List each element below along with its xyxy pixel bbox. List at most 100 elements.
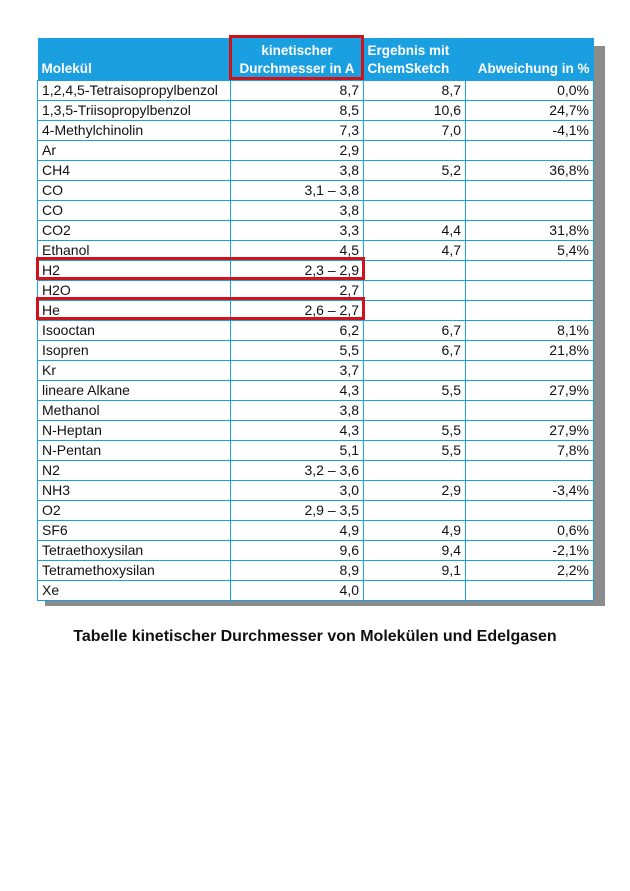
header-line: Ergebnis mit xyxy=(367,43,450,58)
cell-molecule: CO xyxy=(37,180,231,201)
cell-molecule: N-Pentan xyxy=(37,440,231,461)
header-row: Molekül kinetischer Durchmesser in A Erge… xyxy=(37,38,594,81)
cell-deviation: 0,6% xyxy=(465,520,594,541)
cell-kinetic-diameter: 3,3 xyxy=(230,220,364,241)
table-row: Ar 2,9 xyxy=(37,140,594,161)
cell-deviation xyxy=(465,360,594,381)
header-line: ChemSketch xyxy=(367,61,450,76)
cell-molecule: 4-Methylchinolin xyxy=(37,120,231,141)
cell-molecule: Xe xyxy=(37,580,231,601)
cell-molecule: CO xyxy=(37,200,231,221)
cell-chemsketch: 10,6 xyxy=(363,100,466,121)
cell-kinetic-diameter: 5,1 xyxy=(230,440,364,461)
cell-deviation xyxy=(465,200,594,221)
cell-kinetic-diameter: 3,0 xyxy=(230,480,364,501)
cell-deviation: 27,9% xyxy=(465,380,594,401)
cell-deviation xyxy=(465,580,594,601)
table-row: 1,2,4,5-Tetraisopropylbenzol 8,7 8,7 0,0% xyxy=(37,80,594,101)
header-line: Durchmesser in A xyxy=(239,61,355,76)
cell-kinetic-diameter: 3,7 xyxy=(230,360,364,381)
cell-chemsketch: 5,5 xyxy=(363,420,466,441)
cell-chemsketch: 5,5 xyxy=(363,440,466,461)
cell-kinetic-diameter: 2,9 – 3,5 xyxy=(230,500,364,521)
header-deviation: Abweichung in % xyxy=(465,38,594,81)
table-row: 1,3,5-Triisopropylbenzol 8,5 10,6 24,7% xyxy=(37,100,594,121)
cell-kinetic-diameter: 3,1 – 3,8 xyxy=(230,180,364,201)
cell-molecule: Methanol xyxy=(37,400,231,421)
cell-chemsketch: 9,4 xyxy=(363,540,466,561)
cell-molecule: lineare Alkane xyxy=(37,380,231,401)
cell-molecule: Isooctan xyxy=(37,320,231,341)
cell-deviation xyxy=(465,260,594,281)
cell-kinetic-diameter: 9,6 xyxy=(230,540,364,561)
cell-deviation: 7,8% xyxy=(465,440,594,461)
table-row: NH3 3,0 2,9 -3,4% xyxy=(37,480,594,501)
table-row: lineare Alkane 4,3 5,5 27,9% xyxy=(37,380,594,401)
cell-deviation: -2,1% xyxy=(465,540,594,561)
table-row: Tetraethoxysilan 9,6 9,4 -2,1% xyxy=(37,540,594,561)
table-row: H2O 2,7 xyxy=(37,280,594,301)
cell-deviation: 27,9% xyxy=(465,420,594,441)
cell-kinetic-diameter: 6,2 xyxy=(230,320,364,341)
table-row: Isopren 5,5 6,7 21,8% xyxy=(37,340,594,361)
cell-deviation xyxy=(465,180,594,201)
cell-chemsketch: 5,5 xyxy=(363,380,466,401)
table-row: SF6 4,9 4,9 0,6% xyxy=(37,520,594,541)
cell-chemsketch: 9,1 xyxy=(363,560,466,581)
cell-deviation xyxy=(465,500,594,521)
cell-molecule: 1,3,5-Triisopropylbenzol xyxy=(37,100,231,121)
table-row: 4-Methylchinolin 7,3 7,0 -4,1% xyxy=(37,120,594,141)
cell-chemsketch xyxy=(363,580,466,601)
highlight-he-box xyxy=(36,297,365,320)
cell-chemsketch xyxy=(363,300,466,321)
cell-chemsketch: 2,9 xyxy=(363,480,466,501)
cell-deviation: 8,1% xyxy=(465,320,594,341)
cell-deviation: 5,4% xyxy=(465,240,594,261)
table-row: He 2,6 – 2,7 xyxy=(37,300,594,321)
cell-molecule: Isopren xyxy=(37,340,231,361)
cell-kinetic-diameter: 2,9 xyxy=(230,140,364,161)
cell-deviation: 31,8% xyxy=(465,220,594,241)
cell-kinetic-diameter: 3,8 xyxy=(230,200,364,221)
cell-kinetic-diameter: 4,9 xyxy=(230,520,364,541)
cell-molecule: 1,2,4,5-Tetraisopropylbenzol xyxy=(37,80,231,101)
cell-kinetic-diameter: 4,3 xyxy=(230,380,364,401)
cell-chemsketch: 6,7 xyxy=(363,320,466,341)
table-row: Xe 4,0 xyxy=(37,580,594,601)
table-row: Tetramethoxysilan 8,9 9,1 2,2% xyxy=(37,560,594,581)
table-row: Methanol 3,8 xyxy=(37,400,594,421)
cell-molecule: Tetramethoxysilan xyxy=(37,560,231,581)
cell-molecule: NH3 xyxy=(37,480,231,501)
cell-molecule: SF6 xyxy=(37,520,231,541)
cell-chemsketch: 4,9 xyxy=(363,520,466,541)
highlight-h2-box xyxy=(36,257,365,280)
header-line: kinetischer xyxy=(261,43,333,58)
cell-chemsketch xyxy=(363,360,466,381)
table-row: Isooctan 6,2 6,7 8,1% xyxy=(37,320,594,341)
cell-chemsketch: 8,7 xyxy=(363,80,466,101)
cell-deviation: 0,0% xyxy=(465,80,594,101)
cell-chemsketch: 5,2 xyxy=(363,160,466,181)
cell-deviation xyxy=(465,300,594,321)
cell-deviation: 21,8% xyxy=(465,340,594,361)
cell-kinetic-diameter: 4,3 xyxy=(230,420,364,441)
cell-kinetic-diameter: 8,7 xyxy=(230,80,364,101)
header-kinetic-diameter: kinetischer Durchmesser in A xyxy=(230,38,364,81)
molecule-table-container: Molekül kinetischer Durchmesser in A Erge… xyxy=(36,35,594,601)
table-row: CO 3,8 xyxy=(37,200,594,221)
cell-kinetic-diameter: 8,5 xyxy=(230,100,364,121)
table-row: O2 2,9 – 3,5 xyxy=(37,500,594,521)
cell-kinetic-diameter: 8,9 xyxy=(230,560,364,581)
table-row: CO 3,1 – 3,8 xyxy=(37,180,594,201)
cell-chemsketch xyxy=(363,200,466,221)
cell-kinetic-diameter: 3,8 xyxy=(230,400,364,421)
cell-molecule: CO2 xyxy=(37,220,231,241)
table-caption: Tabelle kinetischer Durchmesser von Mole… xyxy=(73,628,557,645)
cell-deviation xyxy=(465,460,594,481)
cell-chemsketch xyxy=(363,500,466,521)
cell-molecule: N-Heptan xyxy=(37,420,231,441)
cell-molecule: Tetraethoxysilan xyxy=(37,540,231,561)
cell-molecule: Kr xyxy=(37,360,231,381)
cell-chemsketch xyxy=(363,140,466,161)
cell-chemsketch xyxy=(363,180,466,201)
